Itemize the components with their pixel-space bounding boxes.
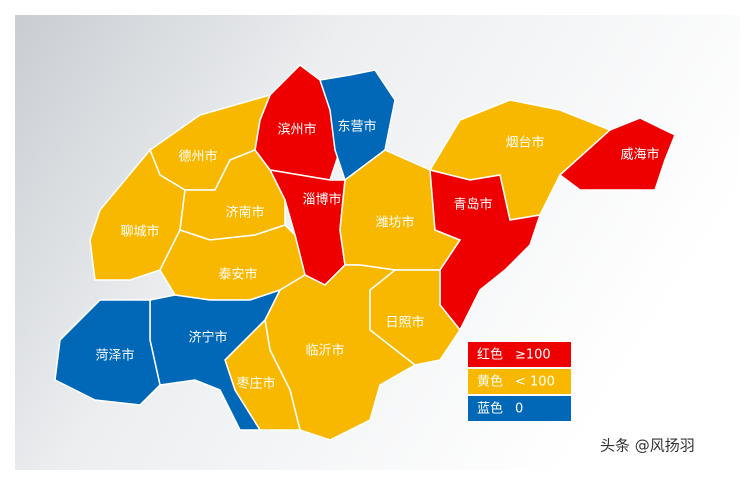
watermark: 头条 @风扬羽: [600, 437, 695, 455]
legend-swatch: [468, 342, 571, 367]
legend-swatch: [468, 369, 571, 394]
region-label: 潍坊市: [375, 215, 414, 231]
region-label: 威海市: [620, 147, 659, 163]
region-label: 德州市: [178, 149, 217, 165]
legend-name: 蓝色: [477, 401, 503, 417]
region-label: 枣庄市: [236, 376, 275, 392]
legend-name: 黄色: [477, 374, 503, 390]
region-label: 烟台市: [505, 135, 544, 151]
region-label: 青岛市: [453, 197, 492, 213]
region-label: 东营市: [337, 119, 376, 135]
legend-range: ≥100: [515, 348, 551, 363]
region-label: 济南市: [225, 205, 264, 221]
region: [54, 299, 161, 406]
region-label: 滨州市: [277, 122, 316, 138]
region-label: 临沂市: [305, 343, 344, 359]
region: [149, 288, 282, 431]
legend: 红色 ≥100 黄色 < 100 蓝色 0: [468, 342, 571, 421]
legend-range: 0: [515, 402, 523, 417]
region: [429, 169, 542, 332]
region-label: 聊城市: [120, 224, 159, 240]
region-label: 菏泽市: [95, 348, 134, 364]
legend-name: 红色: [477, 347, 503, 363]
region-label: 日照市: [385, 315, 424, 331]
legend-range: < 100: [515, 375, 555, 390]
region: [558, 117, 676, 191]
region-label: 淄博市: [302, 192, 341, 208]
legend-swatch: [468, 396, 571, 421]
region-label: 济宁市: [188, 330, 227, 346]
region-label: 泰安市: [218, 267, 257, 283]
